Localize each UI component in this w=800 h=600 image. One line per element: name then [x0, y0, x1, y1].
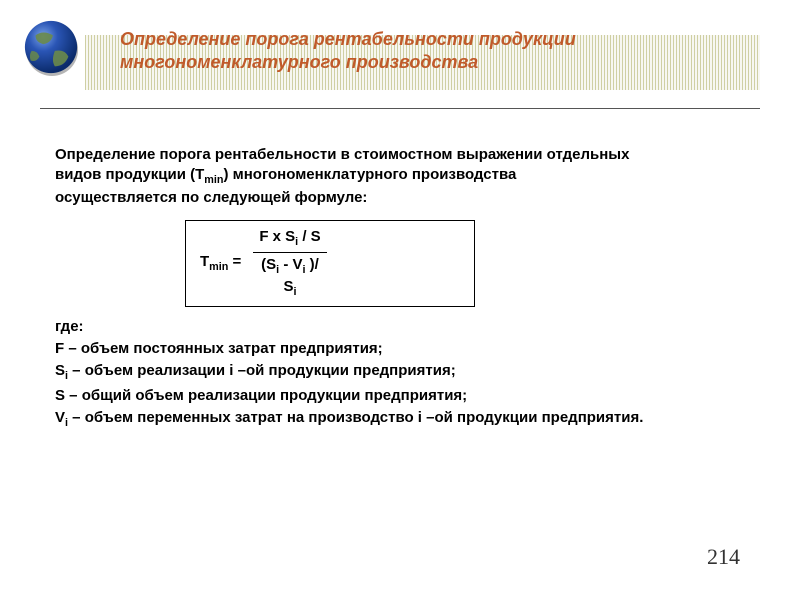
num-si-sym: S	[285, 228, 295, 245]
formula: Tmin = F х Si / S (Si - Vi )/ Si	[200, 227, 460, 300]
eq-sign: =	[228, 253, 241, 270]
den2-si-sub: i	[294, 286, 297, 298]
denominator: (Si - Vi )/ Si	[253, 253, 326, 300]
globe-icon	[22, 18, 80, 76]
def-vi-text: – объем переменных затрат на производств…	[68, 409, 643, 426]
divider	[40, 108, 760, 109]
fraction: F х Si / S (Si - Vi )/ Si	[253, 227, 326, 300]
def-f-text: – объем постоянных затрат предприятия;	[64, 340, 383, 357]
den-c: )/	[306, 256, 319, 273]
intro-line-2b: ) многономенклатурного производства	[223, 166, 516, 183]
def-s-text: – общий объем реализации продукции предп…	[65, 387, 467, 404]
symbol-tmin: Tmin	[195, 166, 223, 183]
den2-si-sym: S	[283, 278, 293, 295]
formula-box: Tmin = F х Si / S (Si - Vi )/ Si	[185, 220, 475, 307]
page-number: 214	[707, 544, 740, 570]
def-si: Si – объем реализации i –ой продукции пр…	[55, 361, 745, 384]
def-si-text: – объем реализации i –ой продукции предп…	[68, 362, 456, 379]
t-sym: T	[195, 166, 204, 183]
slide: Определение порога рентабельности продук…	[0, 0, 800, 600]
body: Определение порога рентабельности в стои…	[55, 145, 745, 433]
si-sym: S	[55, 362, 65, 379]
intro-line-3: осуществляется по следующей формуле:	[55, 189, 367, 206]
formula-left: Tmin =	[200, 252, 253, 275]
intro-line-2a: видов продукции (	[55, 166, 195, 183]
def-vi: Vi – объем переменных затрат на производ…	[55, 408, 745, 431]
title-line-2: многономенклатурного производства	[120, 52, 478, 72]
definitions: где: F – объем постоянных затрат предпри…	[55, 317, 745, 431]
f-t-sym: T	[200, 253, 209, 270]
f-sym: F	[55, 340, 64, 357]
f-t-sub: min	[209, 261, 228, 273]
def-s: S – общий объем реализации продукции пре…	[55, 386, 745, 406]
def-f: F – объем постоянных затрат предприятия;	[55, 339, 745, 359]
where-label: где:	[55, 317, 745, 337]
slide-title: Определение порога рентабельности продук…	[120, 28, 760, 73]
t-sub: min	[204, 174, 223, 186]
den-si-sym: S	[266, 256, 276, 273]
s-sym: S	[55, 387, 65, 404]
numerator: F х Si / S	[253, 227, 326, 253]
den-b: -	[279, 256, 292, 273]
num-b: / S	[298, 228, 321, 245]
intro-line-1: Определение порога рентабельности в стои…	[55, 146, 629, 163]
intro-text: Определение порога рентабельности в стои…	[55, 145, 745, 208]
num-a: F х	[259, 228, 285, 245]
den-vi-sym: V	[293, 256, 303, 273]
title-line-1: Определение порога рентабельности продук…	[120, 29, 576, 49]
vi-sym: V	[55, 409, 65, 426]
